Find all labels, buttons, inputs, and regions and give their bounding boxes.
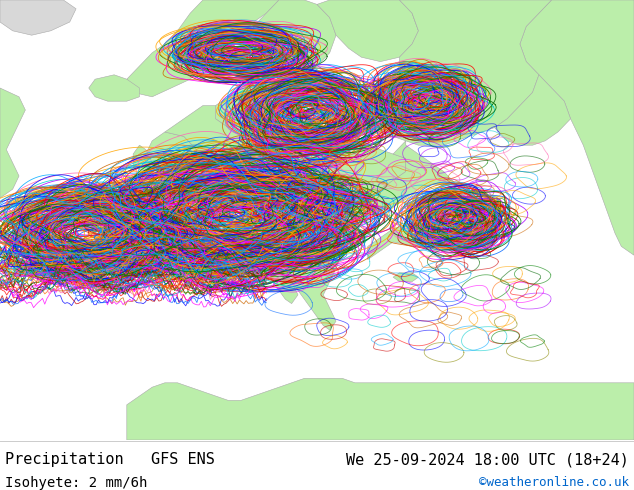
Polygon shape [317, 0, 418, 62]
Polygon shape [127, 378, 634, 440]
Polygon shape [0, 88, 25, 198]
Text: We 25-09-2024 18:00 UTC (18+24): We 25-09-2024 18:00 UTC (18+24) [346, 452, 629, 467]
Polygon shape [89, 75, 139, 101]
Polygon shape [165, 79, 406, 220]
Polygon shape [127, 0, 279, 97]
Text: ©weatheronline.co.uk: ©weatheronline.co.uk [479, 476, 629, 489]
Polygon shape [520, 0, 634, 255]
Polygon shape [495, 75, 571, 145]
Text: Isohyete: 2 mm/6h: Isohyete: 2 mm/6h [5, 476, 147, 490]
Polygon shape [330, 141, 456, 216]
Polygon shape [368, 220, 495, 260]
Polygon shape [216, 97, 247, 127]
Polygon shape [108, 180, 216, 260]
Polygon shape [349, 0, 552, 145]
Polygon shape [241, 207, 298, 304]
Polygon shape [266, 211, 368, 330]
Polygon shape [146, 132, 197, 180]
Polygon shape [247, 0, 336, 88]
Polygon shape [133, 145, 152, 172]
Polygon shape [393, 273, 418, 282]
Polygon shape [0, 0, 76, 35]
Polygon shape [412, 0, 552, 57]
Text: Precipitation   GFS ENS: Precipitation GFS ENS [5, 452, 215, 467]
